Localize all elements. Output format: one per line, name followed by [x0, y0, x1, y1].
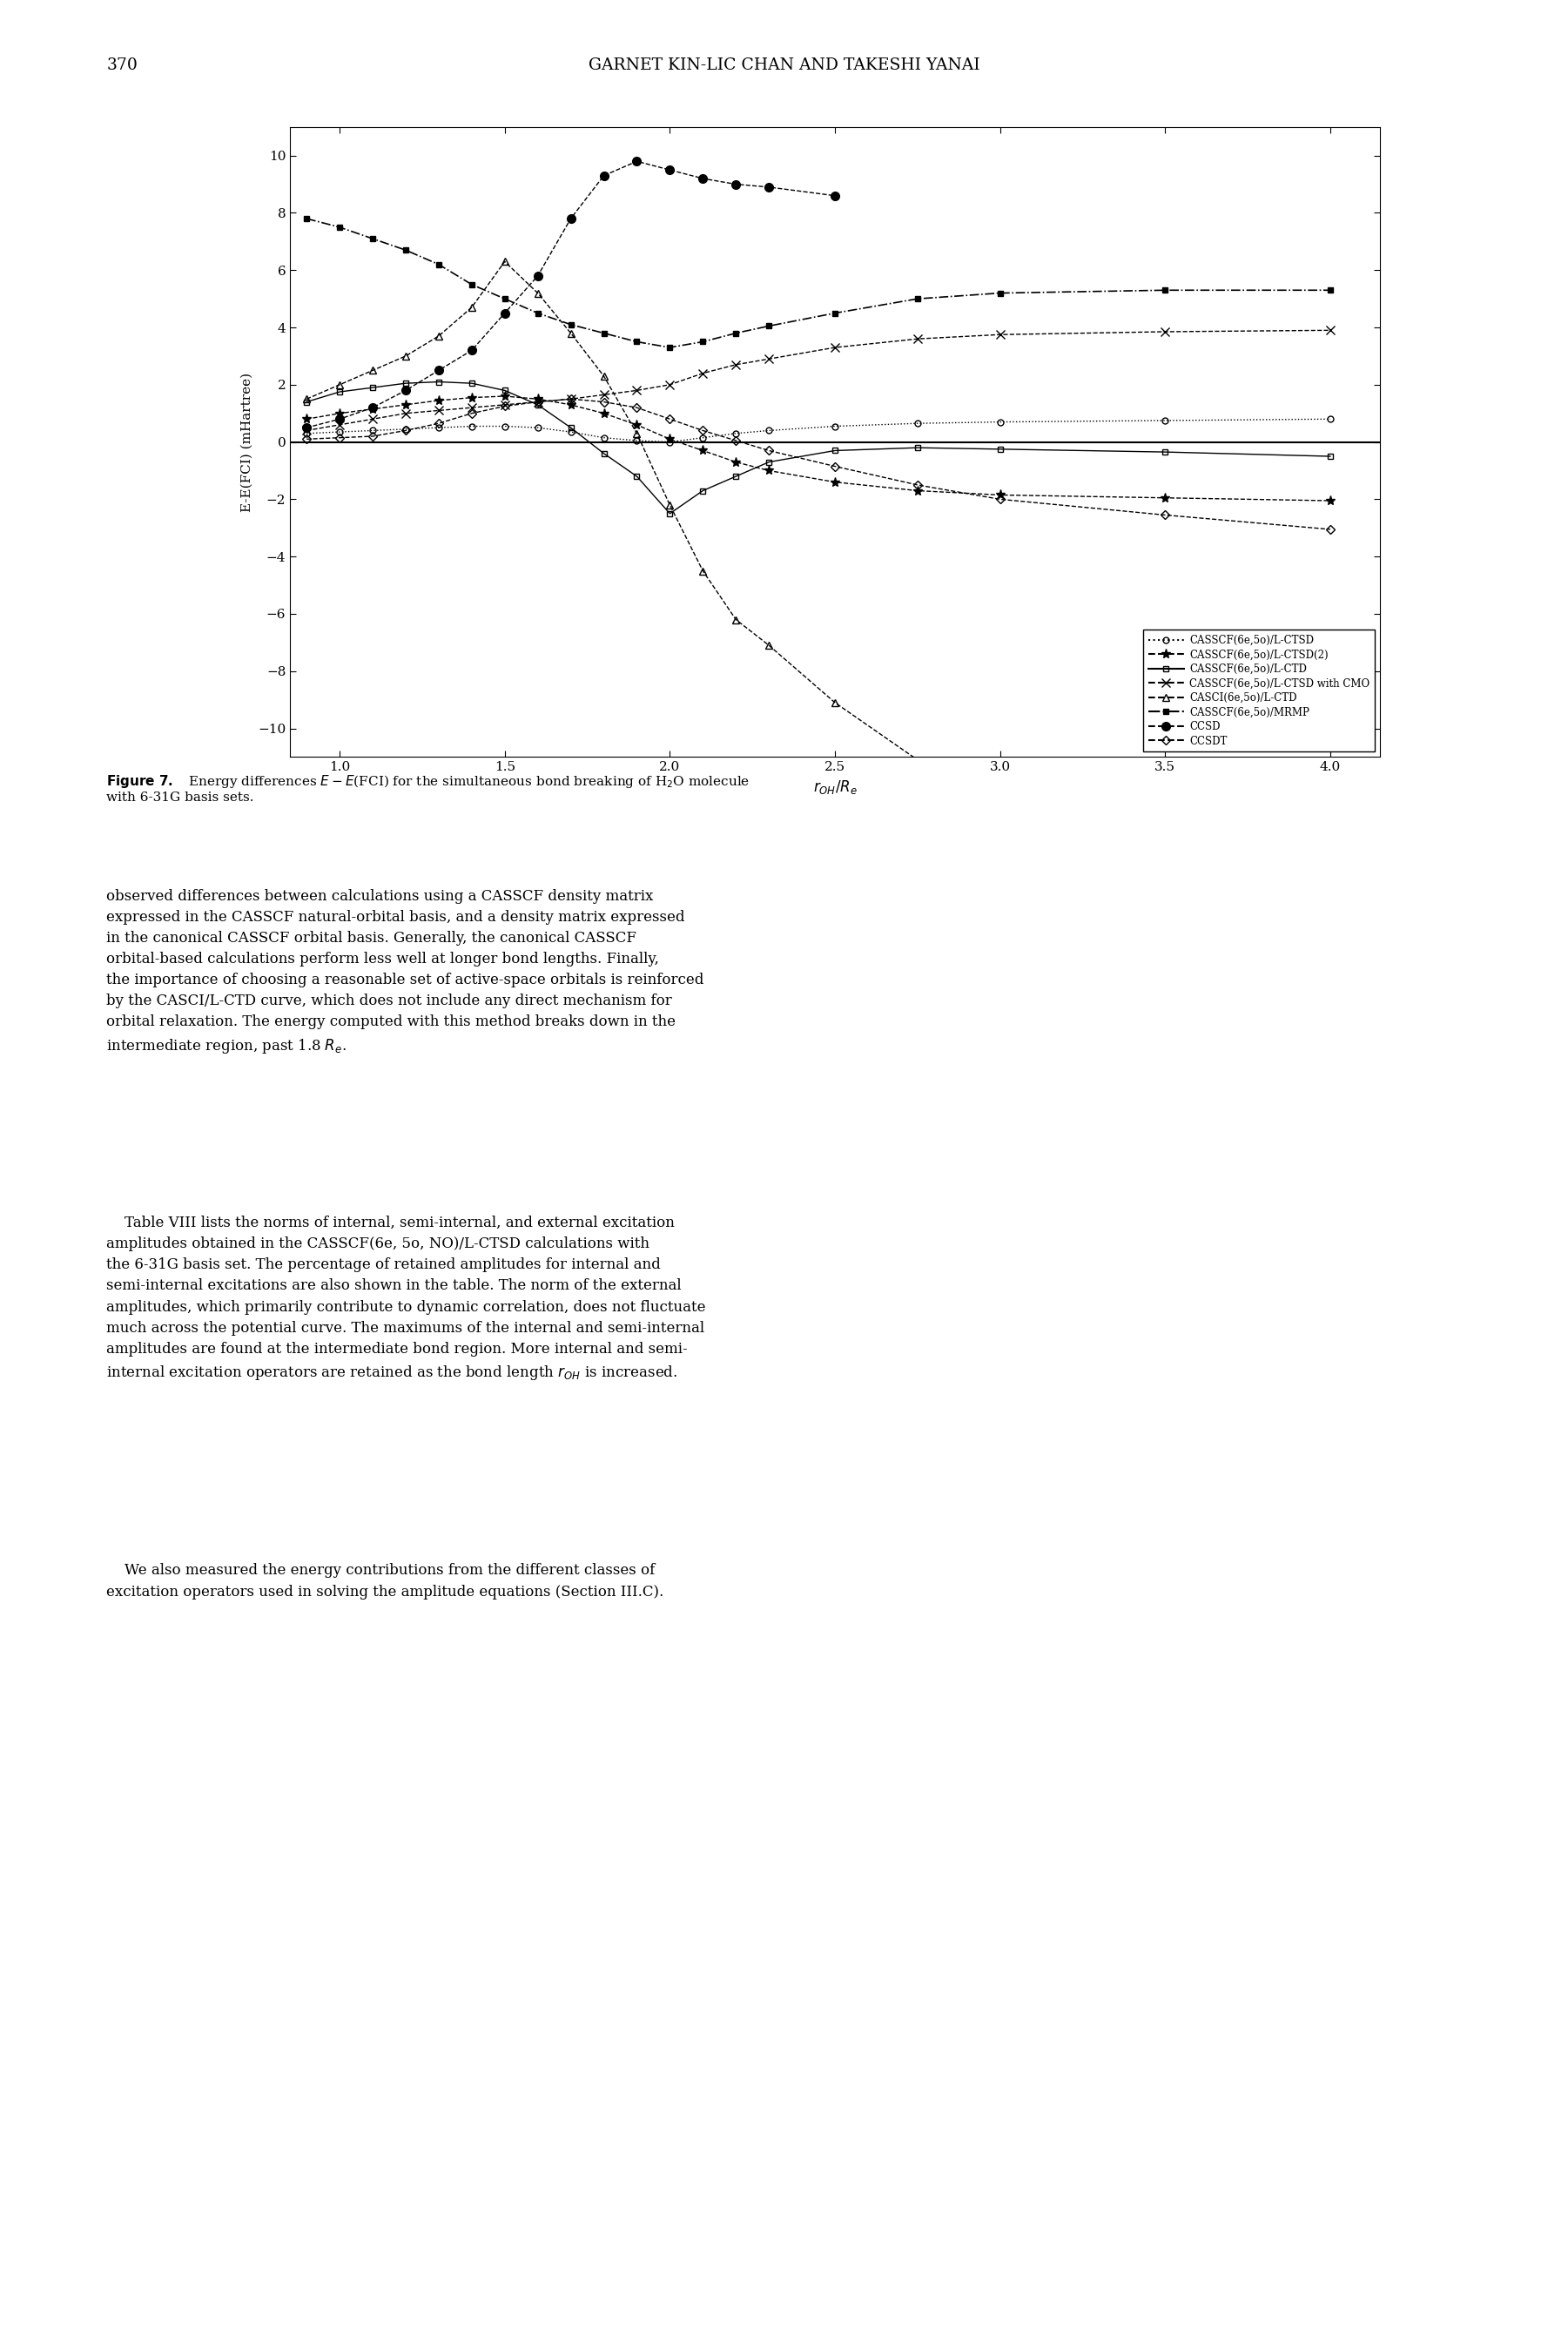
Text: 370: 370 — [107, 59, 138, 73]
Text: GARNET KIN-LIC CHAN AND TAKESHI YANAI: GARNET KIN-LIC CHAN AND TAKESHI YANAI — [588, 59, 980, 73]
Legend: CASSCF(6e,5o)/L-CTSD, CASSCF(6e,5o)/L-CTSD(2), CASSCF(6e,5o)/L-CTD, CASSCF(6e,5o: CASSCF(6e,5o)/L-CTSD, CASSCF(6e,5o)/L-CT… — [1143, 630, 1375, 752]
Text: Table VIII lists the norms of internal, semi-internal, and external excitation
a: Table VIII lists the norms of internal, … — [107, 1215, 706, 1382]
Y-axis label: E-E(FCI) (mHartree): E-E(FCI) (mHartree) — [241, 371, 252, 513]
Text: We also measured the energy contributions from the different classes of
excitati: We also measured the energy contribution… — [107, 1563, 663, 1599]
X-axis label: $r_{OH}/R_e$: $r_{OH}/R_e$ — [812, 778, 858, 795]
Text: observed differences between calculations using a CASSCF density matrix
expresse: observed differences between calculation… — [107, 889, 704, 1056]
Text: $\bf{Figure\ 7.}$   Energy differences $E - E$(FCI) for the simultaneous bond br: $\bf{Figure\ 7.}$ Energy differences $E … — [107, 773, 750, 804]
